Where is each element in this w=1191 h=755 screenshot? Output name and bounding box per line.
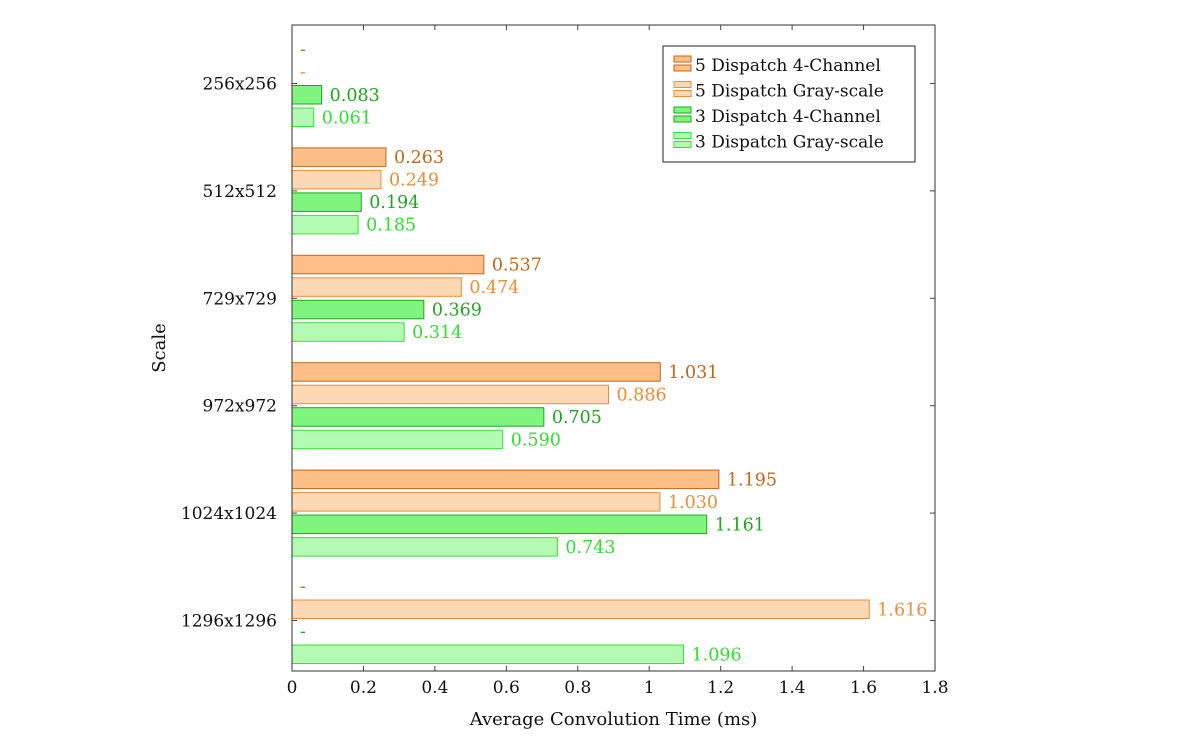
bar — [291, 299, 425, 320]
data-label: 0.705 — [552, 408, 602, 428]
data-label: 1.616 — [877, 600, 927, 620]
legend-swatch — [673, 106, 692, 114]
data-label: 1.096 — [692, 645, 742, 665]
legend-swatch — [673, 115, 692, 123]
data-label: 0.061 — [322, 108, 372, 128]
data-label: 0.083 — [330, 86, 380, 106]
y-tick-label: 729x729 — [203, 289, 277, 309]
data-label: - — [300, 577, 306, 597]
bar — [291, 169, 382, 190]
bar — [291, 514, 708, 535]
bar — [291, 192, 362, 212]
y-tick-label: 1024x1024 — [181, 504, 277, 524]
x-tick-label: 0.6 — [493, 678, 520, 698]
x-tick-label: 1.6 — [850, 678, 877, 698]
x-tick-label: 1.4 — [779, 678, 806, 698]
data-label: - — [300, 622, 306, 642]
bar — [291, 277, 462, 297]
data-label: 0.314 — [412, 323, 462, 343]
legend-swatch — [673, 64, 692, 72]
bar — [291, 214, 359, 235]
bar — [291, 599, 870, 619]
legend-swatch — [673, 90, 692, 97]
legend-entry: 3 Dispatch 4-Channel — [695, 107, 881, 127]
bar — [291, 644, 685, 664]
y-tick-label: 1296x1296 — [181, 612, 277, 632]
data-label: - — [300, 40, 306, 60]
legend-entry: 5 Dispatch 4-Channel — [695, 56, 881, 76]
x-axis-title: Average Convolution Time (ms) — [469, 709, 758, 730]
legend-swatch — [673, 55, 692, 63]
data-label: 0.886 — [616, 385, 666, 405]
bar — [291, 322, 405, 342]
bar — [291, 407, 545, 427]
bar — [291, 254, 485, 275]
x-tick-label: 0 — [287, 678, 298, 698]
data-label: 0.194 — [369, 193, 419, 213]
bar — [291, 85, 323, 105]
data-label: 1.031 — [668, 363, 718, 383]
y-tick-label: 256x256 — [203, 75, 277, 95]
legend-swatch — [673, 81, 692, 88]
bar — [291, 537, 558, 557]
legend: 5 Dispatch 4-Channel 5 Dispatch Gray-scal… — [662, 45, 916, 163]
y-tick-labels: 256x256 512x512 729x729 972x972 1024x1024 129… — [181, 75, 277, 632]
data-label: 0.369 — [432, 301, 482, 321]
data-label: 0.590 — [511, 430, 561, 450]
bar — [291, 147, 387, 167]
data-label: 0.249 — [389, 171, 439, 191]
x-tick-label: 1.2 — [707, 678, 734, 698]
x-tick-label: 0.8 — [564, 678, 591, 698]
x-tick-label: 1.8 — [921, 678, 948, 698]
plot-frame — [291, 24, 936, 672]
x-tick-label: 0.2 — [350, 678, 377, 698]
data-label: 0.263 — [394, 148, 444, 168]
legend-swatch — [673, 141, 692, 148]
y-axis-title: Scale — [149, 323, 170, 373]
data-label: 0.474 — [469, 278, 519, 298]
data-label: - — [300, 62, 306, 82]
bar — [291, 469, 720, 490]
x-tick-label: 0.4 — [421, 678, 448, 698]
legend-swatch — [673, 132, 692, 139]
y-tick-label: 972x972 — [203, 397, 277, 417]
bar — [291, 429, 504, 450]
bar — [291, 384, 609, 405]
bar — [291, 492, 661, 512]
data-label: 1.195 — [727, 470, 777, 490]
bar — [291, 107, 315, 127]
x-tick-labels: 0 0.2 0.4 0.6 0.8 1 1.2 1.4 1.6 1.8 — [287, 678, 949, 698]
data-label: 0.185 — [366, 216, 416, 236]
y-tick-label: 512x512 — [203, 182, 277, 202]
data-label: 1.030 — [668, 493, 718, 513]
legend-entry: 3 Dispatch Gray-scale — [695, 133, 884, 153]
bars — [291, 85, 870, 664]
data-label: 1.161 — [715, 515, 765, 535]
x-tick-label: 1 — [644, 678, 655, 698]
axis-ticks — [291, 25, 936, 671]
bar — [291, 362, 661, 382]
value-labels: --0.0830.0610.2630.2490.1940.1850.5370.4… — [300, 40, 927, 666]
legend-box — [662, 45, 916, 163]
data-label: 0.537 — [492, 256, 542, 276]
data-label: 0.743 — [565, 538, 615, 558]
legend-entry: 5 Dispatch Gray-scale — [695, 82, 884, 102]
